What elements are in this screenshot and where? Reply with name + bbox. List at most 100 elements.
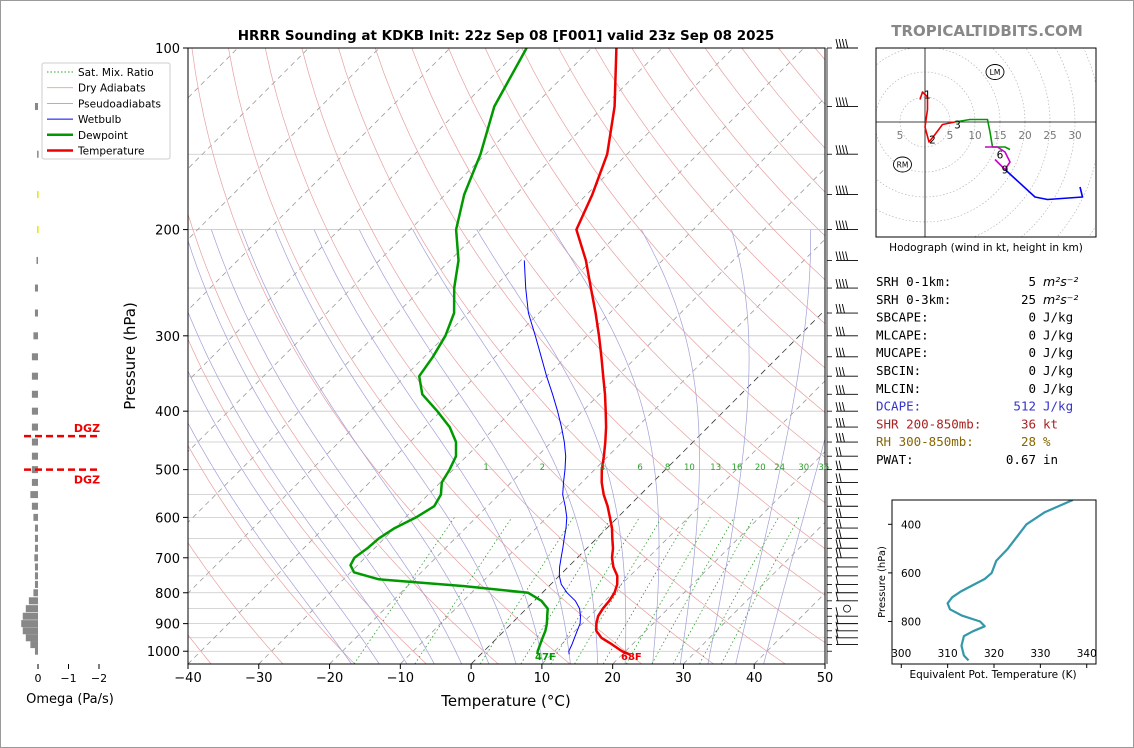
barb-feather [841, 347, 845, 357]
surface-dewpoint-label: 47F [535, 652, 556, 663]
index-sbcape-value: 0 [1028, 310, 1036, 325]
legend-label: Dry Adiabats [78, 83, 146, 95]
barb-feather [838, 145, 842, 155]
barb-feather [835, 529, 839, 539]
index-rh-label: RH 300-850mb: [876, 434, 974, 449]
storm-motion-marker [985, 64, 1005, 80]
wind-barb [835, 460, 858, 471]
hodograph-ring-label: 5 [947, 130, 954, 142]
barb-feather [838, 347, 842, 357]
mixing-ratio-label: 8 [665, 463, 670, 473]
hodograph-ring-label: 30 [1068, 130, 1081, 142]
omega-bar [33, 513, 38, 521]
omega-bar [31, 438, 38, 446]
x-tick-label: −30 [245, 671, 272, 686]
indices-table: SRH 0-1km: 5 m²s⁻² SRH 0-3km: 25 m²s⁻² SBCAPE:… [876, 274, 1078, 467]
wind-barb [835, 185, 858, 196]
omega-bar [31, 390, 38, 398]
pseudoadiabat-line [241, 229, 490, 664]
barb-feather [835, 497, 839, 507]
theta-e-line [946, 500, 1074, 662]
omega-bar [25, 634, 38, 642]
omega-bar [34, 534, 38, 542]
barb-feather [841, 38, 845, 49]
barb-feather [835, 402, 839, 412]
wind-barb [843, 604, 851, 613]
omega-x-tick-label: 0 [35, 672, 42, 685]
theta-e-plot [946, 500, 1074, 662]
theta-e-ylabel: Pressure (hPa) [877, 546, 888, 618]
isotherm-line [612, 451, 825, 664]
dry-adiabat-line [301, 48, 786, 664]
barb-feather [835, 303, 839, 314]
barb-feather [838, 185, 842, 195]
dry-adiabat-line [594, 48, 825, 325]
pseudoadiabat-line [707, 229, 750, 664]
index-pwat-label: PWAT: [876, 452, 914, 467]
pseudoadiabat-line [735, 229, 811, 664]
isotherm-line [470, 309, 825, 664]
barb-feather [845, 251, 849, 261]
mixing-ratio-line [721, 517, 800, 664]
barb-feather [835, 38, 839, 49]
wind-barb [835, 635, 858, 646]
wind-barb [835, 529, 858, 539]
mixing-ratio-line [602, 517, 689, 664]
barb-feather [838, 485, 842, 495]
index-dcape-value: 512 [1013, 399, 1036, 414]
pseudoadiabat-line [552, 229, 660, 664]
wind-barb [835, 432, 858, 443]
skewt-axes: −40 −30 −20 −10 0 10 20 30 40 50 100 200 300 400 500 60… [147, 42, 833, 686]
barb-feather [838, 303, 842, 314]
legend-label: Dewpoint [78, 130, 128, 142]
index-srh1-unit: m²s⁻² [1043, 274, 1078, 289]
index-mlcape-label: MLCAPE: [876, 327, 929, 342]
theta-e-y-tick-label: 800 [901, 616, 921, 628]
hodograph-ring-label: 25 [1043, 130, 1056, 142]
index-srh3-value: 25 [1021, 292, 1036, 307]
hodograph-ring-label: 20 [1018, 130, 1031, 142]
wind-barb [835, 97, 858, 107]
omega-bar [28, 597, 38, 605]
omega-bar [22, 612, 38, 620]
mixing-ratio-line [574, 517, 663, 664]
hodograph-ring-label: 15 [993, 130, 1006, 142]
pseudoadiabat-line [763, 437, 825, 664]
omega-bar [34, 102, 38, 110]
index-mucape-unit: J/kg [1043, 345, 1073, 360]
barb-feather [838, 447, 842, 457]
hodograph-ring-label: 10 [968, 130, 981, 142]
barb-feather [838, 367, 842, 377]
storm-motion-label: LM [990, 68, 1001, 77]
barb-feather [835, 251, 839, 261]
x-tick-label: 20 [604, 671, 621, 686]
mixing-ratio-label: 4 [600, 463, 605, 473]
barb-feather [835, 278, 839, 289]
x-tick-label: 10 [534, 671, 551, 686]
mixing-ratio-label: 13 [710, 463, 721, 473]
mixing-ratio-line [626, 517, 711, 664]
skewt-background-lines [188, 48, 825, 664]
omega-bar [33, 589, 38, 597]
barb-feather [838, 385, 842, 395]
skewt-xlabel: Temperature (°C) [440, 692, 570, 710]
barb-feather [835, 575, 839, 585]
wind-barb [835, 583, 858, 594]
omega-bar [22, 627, 38, 635]
dgz-label: DGZ [74, 474, 100, 487]
barb-feather [835, 566, 839, 576]
hodograph-trace [1004, 168, 1084, 201]
storm-motion-label: RM [897, 161, 909, 170]
isotherm-line [188, 48, 663, 523]
barb-feather [835, 347, 839, 357]
omega-bar [31, 407, 38, 415]
barb-feather [841, 402, 845, 412]
hodograph-height-label: 3 [954, 120, 961, 132]
legend-label: Sat. Mix. Ratio [78, 67, 154, 79]
barb-feather [838, 508, 842, 518]
omega-bar [31, 478, 38, 486]
skewt-ylabel: Pressure (hPa) [121, 302, 139, 410]
barb-feather [838, 539, 842, 549]
y-tick-label: 400 [155, 405, 180, 420]
series-wetbulb-line [523, 260, 581, 655]
